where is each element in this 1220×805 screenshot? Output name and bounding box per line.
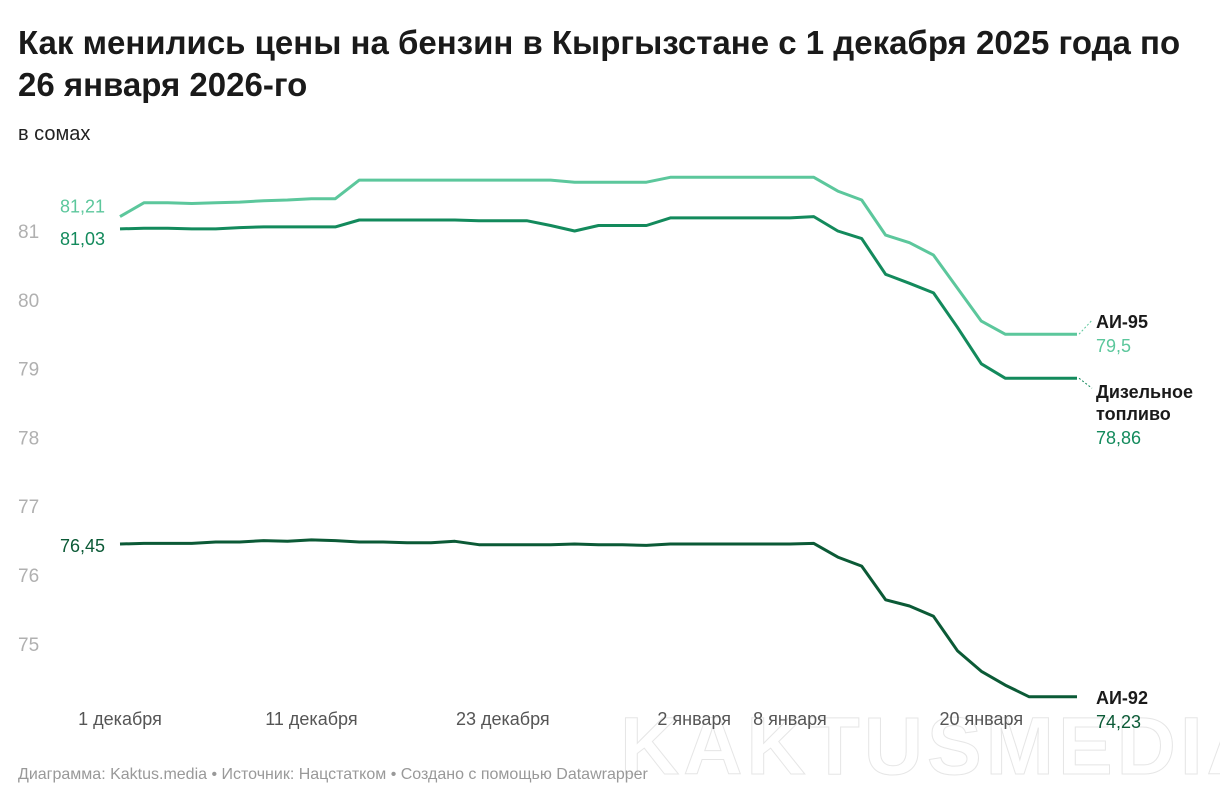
end-value-label: 74,23 — [1096, 712, 1141, 732]
x-tick-label: 23 декабря — [456, 709, 550, 729]
y-tick-label: 81 — [18, 222, 39, 243]
y-tick-label: 76 — [18, 566, 39, 587]
start-value-label: 81,03 — [60, 229, 105, 249]
series-line — [119, 175, 1077, 336]
watermark-logo: KAKTUSMEDIA — [620, 701, 1220, 793]
y-tick-label: 79 — [18, 360, 39, 381]
y-tick-label: 78 — [18, 428, 39, 449]
start-value-label: 76,45 — [60, 536, 105, 556]
x-tick-label: 11 декабря — [265, 709, 357, 729]
chart-footer: Диаграмма: Kaktus.media • Источник: Нацс… — [18, 766, 648, 783]
y-tick-label: 80 — [18, 291, 39, 312]
x-tick-label: 2 января — [657, 709, 731, 729]
series-name-label: АИ-95 — [1096, 312, 1148, 332]
x-tick-label: 20 января — [939, 709, 1023, 729]
label-connector — [1078, 319, 1093, 335]
label-connector — [1078, 377, 1093, 389]
end-value-label: 78,86 — [1096, 428, 1141, 448]
x-tick-label: 8 января — [753, 709, 827, 729]
series-line — [119, 215, 1077, 380]
y-tick-label: 75 — [18, 635, 39, 656]
y-tick-label: 77 — [18, 497, 39, 518]
series-line — [119, 538, 1077, 699]
series-name-label: топливо — [1096, 404, 1171, 424]
series-name-label: АИ-92 — [1096, 688, 1148, 708]
start-value-label: 81,21 — [60, 197, 105, 217]
end-value-label: 79,5 — [1096, 336, 1131, 356]
chart-subtitle: в сомах — [18, 123, 91, 145]
series-name-label: Дизельное — [1096, 382, 1193, 402]
x-tick-label: 1 декабря — [78, 709, 162, 729]
chart-title: Как менились цены на бензин в Кыргызстан… — [18, 24, 1181, 103]
